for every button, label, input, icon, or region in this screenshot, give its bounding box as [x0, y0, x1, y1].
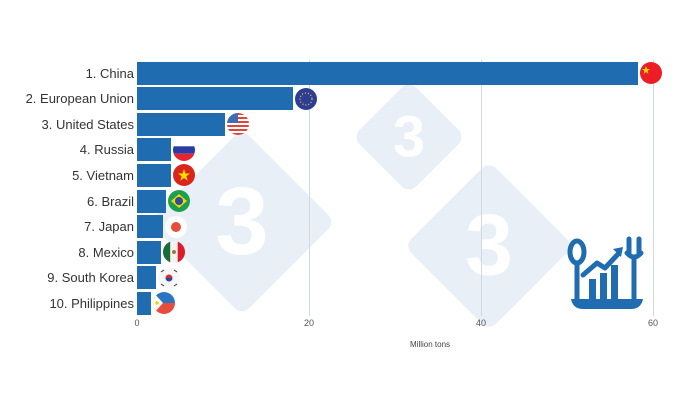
bar-row: 7. Japan — [0, 215, 700, 239]
category-label: 4. Russia — [79, 142, 134, 158]
category-label: 6. Brazil — [87, 193, 134, 209]
category-label: 2. European Union — [25, 91, 134, 107]
category-label: 9. South Korea — [47, 270, 134, 286]
category-label: 8. Mexico — [78, 244, 134, 260]
japan-flag-icon — [164, 215, 187, 238]
bar-row: 2. European Union — [0, 87, 700, 111]
x-tick-label: 0 — [134, 318, 140, 328]
category-label: 10. Philippines — [49, 295, 134, 311]
bar-row: 10. Philippines — [0, 291, 700, 315]
category-label: 1. China — [85, 65, 134, 81]
bar-row: 5. Vietnam — [0, 163, 700, 187]
bar-row: 1. China — [0, 61, 700, 85]
gridline — [653, 60, 654, 316]
bar-row: 4. Russia — [0, 138, 700, 162]
bar-row: 6. Brazil — [0, 189, 700, 213]
bar-row: 8. Mexico — [0, 240, 700, 264]
bar-row: 9. South Korea — [0, 266, 700, 290]
category-label: 5. Vietnam — [72, 167, 134, 183]
category-label: 3. United States — [41, 116, 135, 132]
united-states-flag-icon — [226, 113, 249, 136]
bar[interactable] — [137, 138, 171, 162]
food-chart-icon — [563, 235, 649, 311]
bar[interactable] — [137, 291, 151, 315]
bar[interactable] — [137, 266, 156, 290]
bar[interactable] — [137, 61, 639, 85]
bar[interactable] — [137, 240, 162, 264]
european-union-flag-icon — [294, 87, 317, 110]
china-flag-icon — [640, 62, 663, 84]
bar[interactable] — [137, 215, 163, 239]
bar[interactable] — [137, 87, 293, 111]
bar[interactable] — [137, 189, 167, 213]
x-axis-label: Million tons — [410, 340, 451, 349]
russia-flag-icon — [172, 138, 195, 161]
gridline — [309, 60, 310, 316]
x-tick-label: 40 — [475, 318, 487, 328]
south-korea-flag-icon — [157, 266, 180, 289]
bar[interactable] — [137, 163, 171, 187]
x-tick-label: 20 — [303, 318, 315, 328]
philippines-flag-icon — [152, 292, 175, 315]
gridline — [481, 60, 482, 316]
bar[interactable] — [137, 112, 225, 136]
bar-row: 3. United States — [0, 112, 700, 136]
vietnam-flag-icon — [172, 164, 195, 187]
x-tick-label: 60 — [647, 318, 659, 328]
brazil-flag-icon — [168, 190, 191, 212]
mexico-flag-icon — [163, 241, 186, 264]
category-label: 7. Japan — [84, 219, 134, 235]
